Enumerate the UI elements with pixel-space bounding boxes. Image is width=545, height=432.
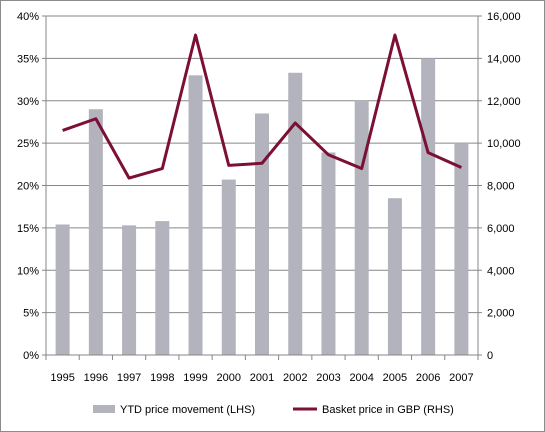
bar-series	[55, 58, 469, 356]
legend-label-bar-series: YTD price movement (LHS)	[120, 404, 255, 416]
bar	[288, 72, 303, 355]
bar	[55, 224, 70, 355]
left-tick-label: 5%	[23, 308, 39, 320]
bar	[88, 109, 103, 355]
bar	[188, 75, 203, 355]
right-tick-label: 12,000	[487, 96, 521, 108]
left-tick-label: 35%	[17, 53, 39, 65]
bar	[354, 100, 369, 355]
bar	[421, 58, 436, 355]
x-tick-label: 1997	[117, 372, 141, 384]
left-tick-label: 0%	[23, 350, 39, 362]
left-tick-label: 40%	[17, 11, 39, 23]
legend: YTD price movement (LHS) Basket price in…	[93, 404, 454, 416]
x-tick-label: 2004	[349, 372, 373, 384]
right-tick-label: 10,000	[487, 138, 521, 150]
bar	[387, 198, 402, 355]
right-tick-label: 16,000	[487, 11, 521, 23]
x-tick-label: 2006	[416, 372, 440, 384]
left-tick-label: 20%	[17, 181, 39, 193]
x-tick-label: 2002	[283, 372, 307, 384]
x-tick-label: 2001	[250, 372, 274, 384]
right-tick-label: 2,000	[487, 308, 515, 320]
right-tick-label: 0	[487, 350, 493, 362]
right-tick-label: 8,000	[487, 181, 515, 193]
x-tick-label: 1995	[50, 372, 74, 384]
left-tick-label: 10%	[17, 265, 39, 277]
left-axis-tick-labels: 0% 5% 10% 15% 20% 25% 30% 35% 40%	[17, 11, 39, 362]
left-tick-label: 25%	[17, 138, 39, 150]
right-tick-label: 14,000	[487, 53, 521, 65]
right-axis-tick-labels: 0 2,000 4,000 6,000 8,000 10,000 12,000 14,000 1…	[487, 11, 521, 362]
bar	[122, 225, 137, 355]
x-tick-label: 1998	[150, 372, 174, 384]
left-tick-label: 15%	[17, 223, 39, 235]
axes	[42, 15, 482, 360]
x-tick-label: 2003	[316, 372, 340, 384]
x-tick-label: 1996	[84, 372, 108, 384]
bar	[454, 143, 469, 355]
right-tick-label: 6,000	[487, 223, 515, 235]
bar	[221, 179, 236, 355]
x-tick-label: 2000	[217, 372, 241, 384]
bar	[155, 221, 170, 355]
bar	[255, 113, 269, 356]
line-series	[62, 33, 462, 180]
left-tick-label: 30%	[17, 96, 39, 108]
right-tick-label: 4,000	[487, 265, 515, 277]
legend-swatch-bar-series	[93, 405, 115, 413]
bar	[321, 152, 336, 355]
series-line	[62, 33, 462, 180]
x-tick-label: 1999	[183, 372, 207, 384]
x-tick-label: 2007	[449, 372, 473, 384]
x-tick-label: 2005	[383, 372, 407, 384]
legend-label-line-series: Basket price in GBP (RHS)	[322, 404, 454, 416]
x-axis-tick-labels: 1995 1996 1997 1998 1999 2000 2001 2002 2003 2004…	[50, 372, 473, 384]
